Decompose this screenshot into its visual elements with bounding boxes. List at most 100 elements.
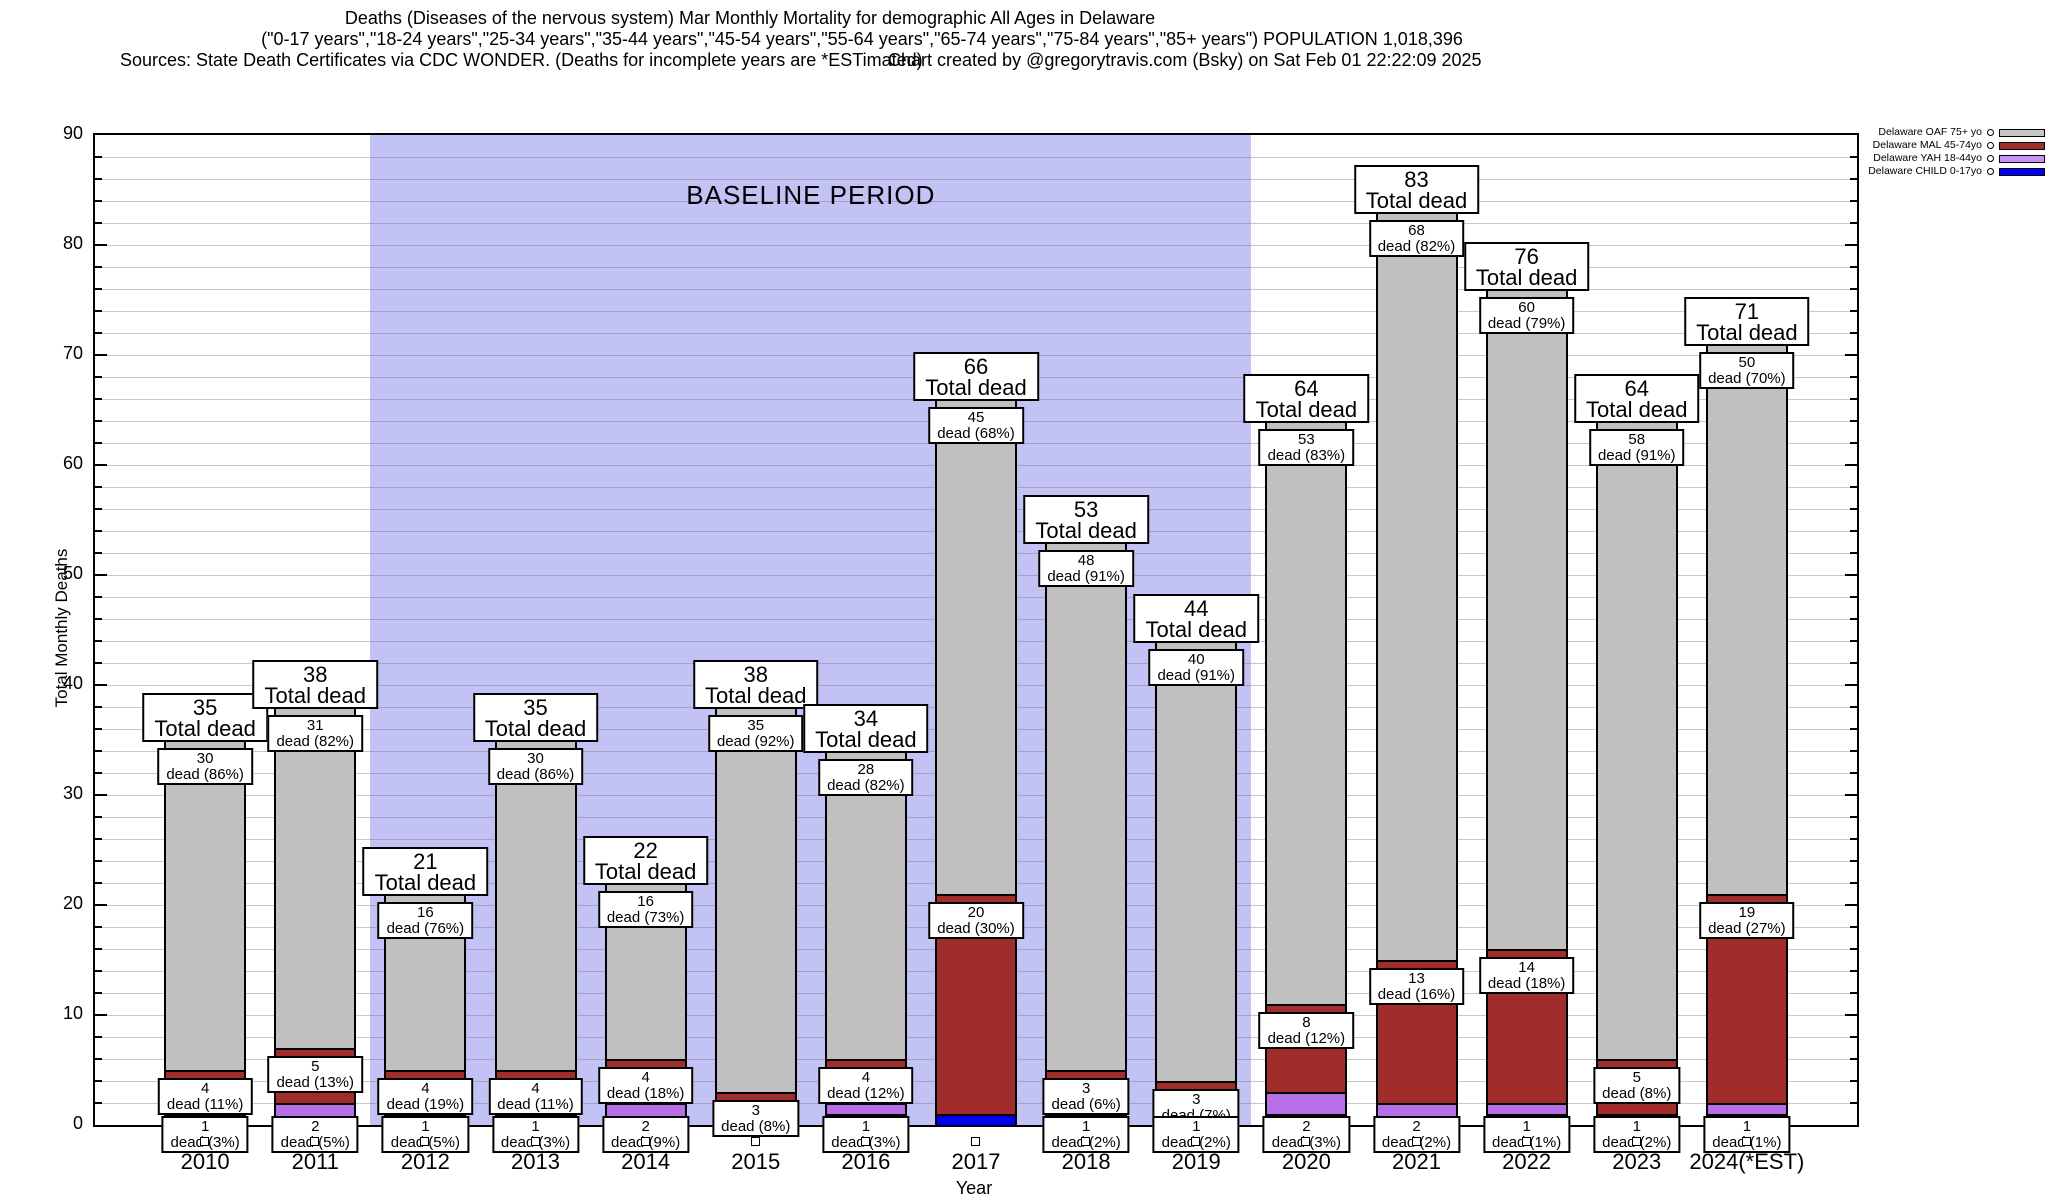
y-tick-left: [95, 948, 102, 950]
y-tick-right: [1845, 794, 1857, 796]
bar-segment-oaf: [935, 399, 1017, 894]
segment-label-mal: 4 dead (11%): [488, 1078, 583, 1115]
segment-label-oaf: 50 dead (70%): [1699, 352, 1795, 389]
y-tick-label: 10: [62, 1003, 83, 1023]
plot-area: BASELINE PERIOD 35 Total dead 30 dead (86%) 4…: [93, 133, 1859, 1174]
x-tick-label: 2013: [511, 1149, 560, 1174]
segment-label-oaf: 48 dead (91%): [1038, 550, 1134, 587]
segment-label-oaf: 16 dead (73%): [597, 891, 694, 928]
y-tick-left: [95, 376, 102, 378]
bar-segment-oaf: [1705, 344, 1788, 894]
y-tick-left: [95, 992, 102, 994]
y-tick-left: [95, 442, 102, 444]
y-tick-right: [1850, 970, 1857, 972]
y-tick-left: [95, 486, 102, 488]
y-tick-right: [1850, 706, 1857, 708]
y-tick-left: [95, 706, 102, 708]
legend-item-mal: Delaware MAL 45-74yo: [1868, 140, 2045, 151]
legend-point-icon: [1987, 142, 1994, 149]
y-tick-right: [1850, 662, 1857, 664]
y-tick-right: [1850, 596, 1857, 598]
x-axis-title: Year: [955, 1178, 993, 1198]
y-tick-right: [1850, 156, 1857, 158]
y-tick-left: [95, 178, 102, 180]
legend: Delaware OAF 75+ yo Delaware MAL 45-74yo D…: [1868, 127, 2045, 179]
zero-point-marker: [750, 1137, 760, 1146]
y-tick-left: [95, 618, 102, 620]
gridline: [95, 267, 1857, 268]
y-tick-label: 50: [62, 563, 83, 583]
y-tick-left: [95, 574, 107, 576]
total-dead-label: 64 Total dead: [1573, 374, 1700, 423]
legend-swatch-oaf: [1999, 128, 2045, 137]
bar-segment-oaf: [494, 740, 577, 1070]
y-tick-label: 0: [72, 1113, 83, 1133]
y-tick-label: 20: [62, 893, 83, 913]
bar-segment-oaf: [1375, 212, 1458, 960]
legend-item-child: Delaware CHILD 0-17yo: [1868, 166, 2045, 177]
segment-label-oaf: 45 dead (68%): [928, 407, 1024, 444]
total-dead-label: 83 Total dead: [1353, 165, 1480, 214]
y-tick-left: [95, 970, 102, 972]
x-tick-label: 2024(*EST): [1689, 1149, 1805, 1174]
y-tick-left: [95, 684, 107, 686]
x-tick-label: 2018: [1061, 1149, 1111, 1174]
y-tick-right: [1850, 992, 1857, 994]
y-tick-label: 70: [62, 343, 83, 363]
y-tick-right: [1850, 200, 1857, 202]
y-tick-label: 60: [62, 453, 83, 473]
segment-label-oaf: 35 dead (92%): [707, 715, 804, 752]
bar-segment-oaf: [164, 740, 247, 1070]
y-tick-left: [95, 530, 102, 532]
y-tick-right: [1850, 772, 1857, 774]
segment-label-mal: 3 dead (8%): [712, 1100, 800, 1137]
total-dead-label: 44 Total dead: [1133, 594, 1260, 643]
y-tick-left: [95, 420, 102, 422]
y-tick-right: [1850, 530, 1857, 532]
bar-segment-oaf: [1045, 542, 1128, 1070]
chart-credit-note: Chart created by @gregorytravis.com (Bsk…: [888, 50, 1482, 70]
bar-segment-oaf: [824, 751, 907, 1059]
y-tick-right: [1850, 222, 1857, 224]
zero-point-marker: [971, 1137, 980, 1146]
segment-label-mal: 5 dead (13%): [267, 1056, 364, 1093]
segment-label-bottom: 1 dead (3%): [822, 1116, 910, 1153]
segment-label-oaf: 53 dead (83%): [1258, 429, 1355, 466]
y-tick-left: [95, 200, 102, 202]
y-tick-right: [1850, 376, 1857, 378]
segment-label-mal: 4 dead (12%): [818, 1067, 914, 1104]
zero-point-marker: [860, 1137, 870, 1146]
legend-swatch-yah: [1999, 154, 2045, 163]
segment-label-bottom: 1 dead (2%): [1593, 1116, 1681, 1153]
y-tick-right: [1850, 1058, 1857, 1060]
y-tick-left: [95, 266, 102, 268]
gridline: [95, 289, 1857, 290]
x-tick-label: 2016: [841, 1149, 891, 1174]
y-tick-left: [95, 1058, 102, 1060]
bar-segment-child: [935, 1114, 1017, 1125]
zero-point-marker: [1411, 1137, 1421, 1146]
gridline: [95, 245, 1857, 246]
y-tick-left: [95, 310, 102, 312]
x-tick-label: 2023: [1612, 1149, 1662, 1174]
y-tick-right: [1850, 420, 1857, 422]
legend-item-yah: Delaware YAH 18-44yo: [1868, 153, 2045, 164]
y-tick-right: [1850, 816, 1857, 818]
y-tick-right: [1850, 640, 1857, 642]
segment-label-bottom: 2 dead (3%): [1262, 1116, 1350, 1153]
segment-label-oaf: 60 dead (79%): [1478, 297, 1575, 334]
segment-label-mal: 4 dead (18%): [597, 1067, 694, 1104]
y-tick-left: [95, 728, 102, 730]
y-tick-left: [95, 772, 102, 774]
bar-segment-oaf: [274, 707, 357, 1048]
y-tick-left: [95, 244, 107, 246]
y-tick-left: [95, 1014, 107, 1016]
legend-label: Delaware YAH 18-44yo: [1873, 152, 1982, 164]
y-tick-left: [95, 354, 107, 356]
legend-label: Delaware MAL 45-74yo: [1872, 139, 1982, 151]
y-tick-left: [95, 750, 102, 752]
y-tick-left: [95, 662, 102, 664]
segment-label-oaf: 30 dead (86%): [157, 748, 253, 785]
y-tick-right: [1850, 266, 1857, 268]
